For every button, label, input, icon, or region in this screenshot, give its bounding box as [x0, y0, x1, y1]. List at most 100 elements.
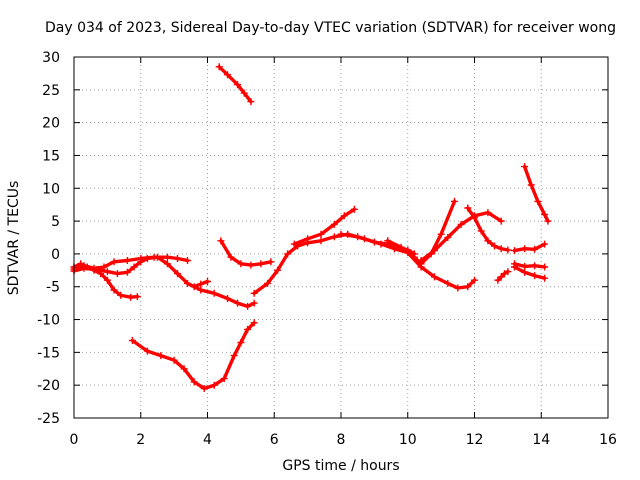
data-point [484, 237, 492, 245]
series-line [512, 265, 547, 280]
data-point [521, 268, 529, 276]
data-point [157, 352, 165, 360]
data-point [80, 264, 88, 272]
x-tick-label: 16 [599, 432, 617, 448]
data-point [317, 237, 325, 245]
data-point [541, 274, 549, 282]
series-track-11 [384, 197, 458, 268]
data-point [110, 286, 118, 294]
data-point [224, 71, 231, 79]
data-point [143, 255, 151, 262]
data-point [237, 339, 245, 346]
data-point [544, 217, 552, 225]
data-point [123, 268, 131, 276]
data-point [103, 276, 111, 284]
data-point [264, 279, 272, 287]
data-point [444, 279, 452, 287]
data-point [484, 209, 492, 217]
series-track-4 [190, 278, 211, 291]
series-track-5 [215, 63, 255, 106]
data-point [210, 289, 218, 297]
y-axis-label: SDTVAR / TECUs [6, 181, 22, 296]
data-point [284, 250, 292, 258]
data-point [274, 266, 282, 274]
data-point [464, 204, 472, 212]
data-point [200, 385, 208, 392]
data-point [471, 214, 478, 222]
series-track-3 [70, 253, 258, 310]
data-point [337, 230, 345, 238]
data-point [541, 211, 549, 218]
data-point [511, 260, 518, 268]
data-point [497, 273, 505, 281]
data-point [444, 234, 452, 241]
data-point [250, 289, 258, 297]
data-point [494, 276, 502, 284]
series-layer [70, 63, 552, 392]
data-point [250, 319, 258, 327]
x-axis-label: GPS time / hours [282, 458, 399, 474]
data-point [130, 263, 138, 271]
data-point [163, 253, 171, 261]
data-point [250, 299, 258, 307]
data-point [290, 240, 298, 248]
data-point [454, 284, 462, 292]
data-point [370, 238, 378, 246]
y-tick-label: 15 [42, 148, 60, 164]
data-point [457, 220, 465, 228]
series-track-9 [290, 205, 358, 248]
data-point [110, 258, 118, 266]
series-track-14 [494, 268, 512, 284]
data-point [330, 233, 338, 241]
data-point [317, 230, 325, 238]
data-point [128, 337, 136, 344]
data-point [204, 278, 211, 285]
data-point [184, 257, 191, 264]
data-point [247, 261, 255, 269]
data-point [464, 283, 472, 291]
data-point [190, 378, 198, 386]
data-point [497, 245, 505, 253]
data-point [133, 293, 141, 301]
data-point [521, 245, 529, 253]
data-point [267, 258, 275, 266]
data-point [531, 272, 539, 280]
axis-ticks: 0 2 4 6 8 10 12 14 16 -25 -20 -15 -10 -5 0 5 10 15 20 25 30 [37, 50, 617, 448]
data-point [127, 293, 135, 301]
grid [74, 57, 608, 418]
data-point [240, 89, 248, 97]
data-point [180, 365, 188, 373]
data-point [210, 381, 218, 389]
data-point [397, 243, 405, 251]
series-line [512, 242, 547, 253]
y-tick-label: 5 [51, 214, 60, 230]
data-point [234, 81, 241, 89]
y-tick-label: 10 [42, 181, 60, 197]
data-point [340, 212, 348, 220]
data-point [174, 270, 181, 278]
data-point [117, 291, 125, 299]
data-point [437, 230, 445, 238]
data-point [153, 253, 161, 261]
data-point [354, 233, 362, 241]
y-tick-label: 0 [51, 247, 60, 263]
y-tick-label: -10 [37, 313, 60, 329]
data-point [237, 260, 245, 268]
data-point [184, 279, 191, 287]
data-point [417, 257, 425, 264]
series-track-15 [511, 240, 549, 255]
x-tick-label: 8 [337, 432, 346, 448]
data-point [471, 276, 478, 284]
data-point [477, 227, 485, 235]
x-tick-label: 4 [203, 432, 212, 448]
data-point [197, 286, 205, 294]
data-point [143, 347, 151, 355]
data-point [227, 253, 235, 261]
y-tick-label: -15 [37, 345, 60, 361]
data-point [384, 237, 392, 245]
y-tick-label: -25 [37, 411, 60, 427]
data-point [521, 262, 529, 270]
series-line [219, 239, 273, 267]
data-point [244, 325, 252, 333]
data-point [431, 247, 438, 255]
